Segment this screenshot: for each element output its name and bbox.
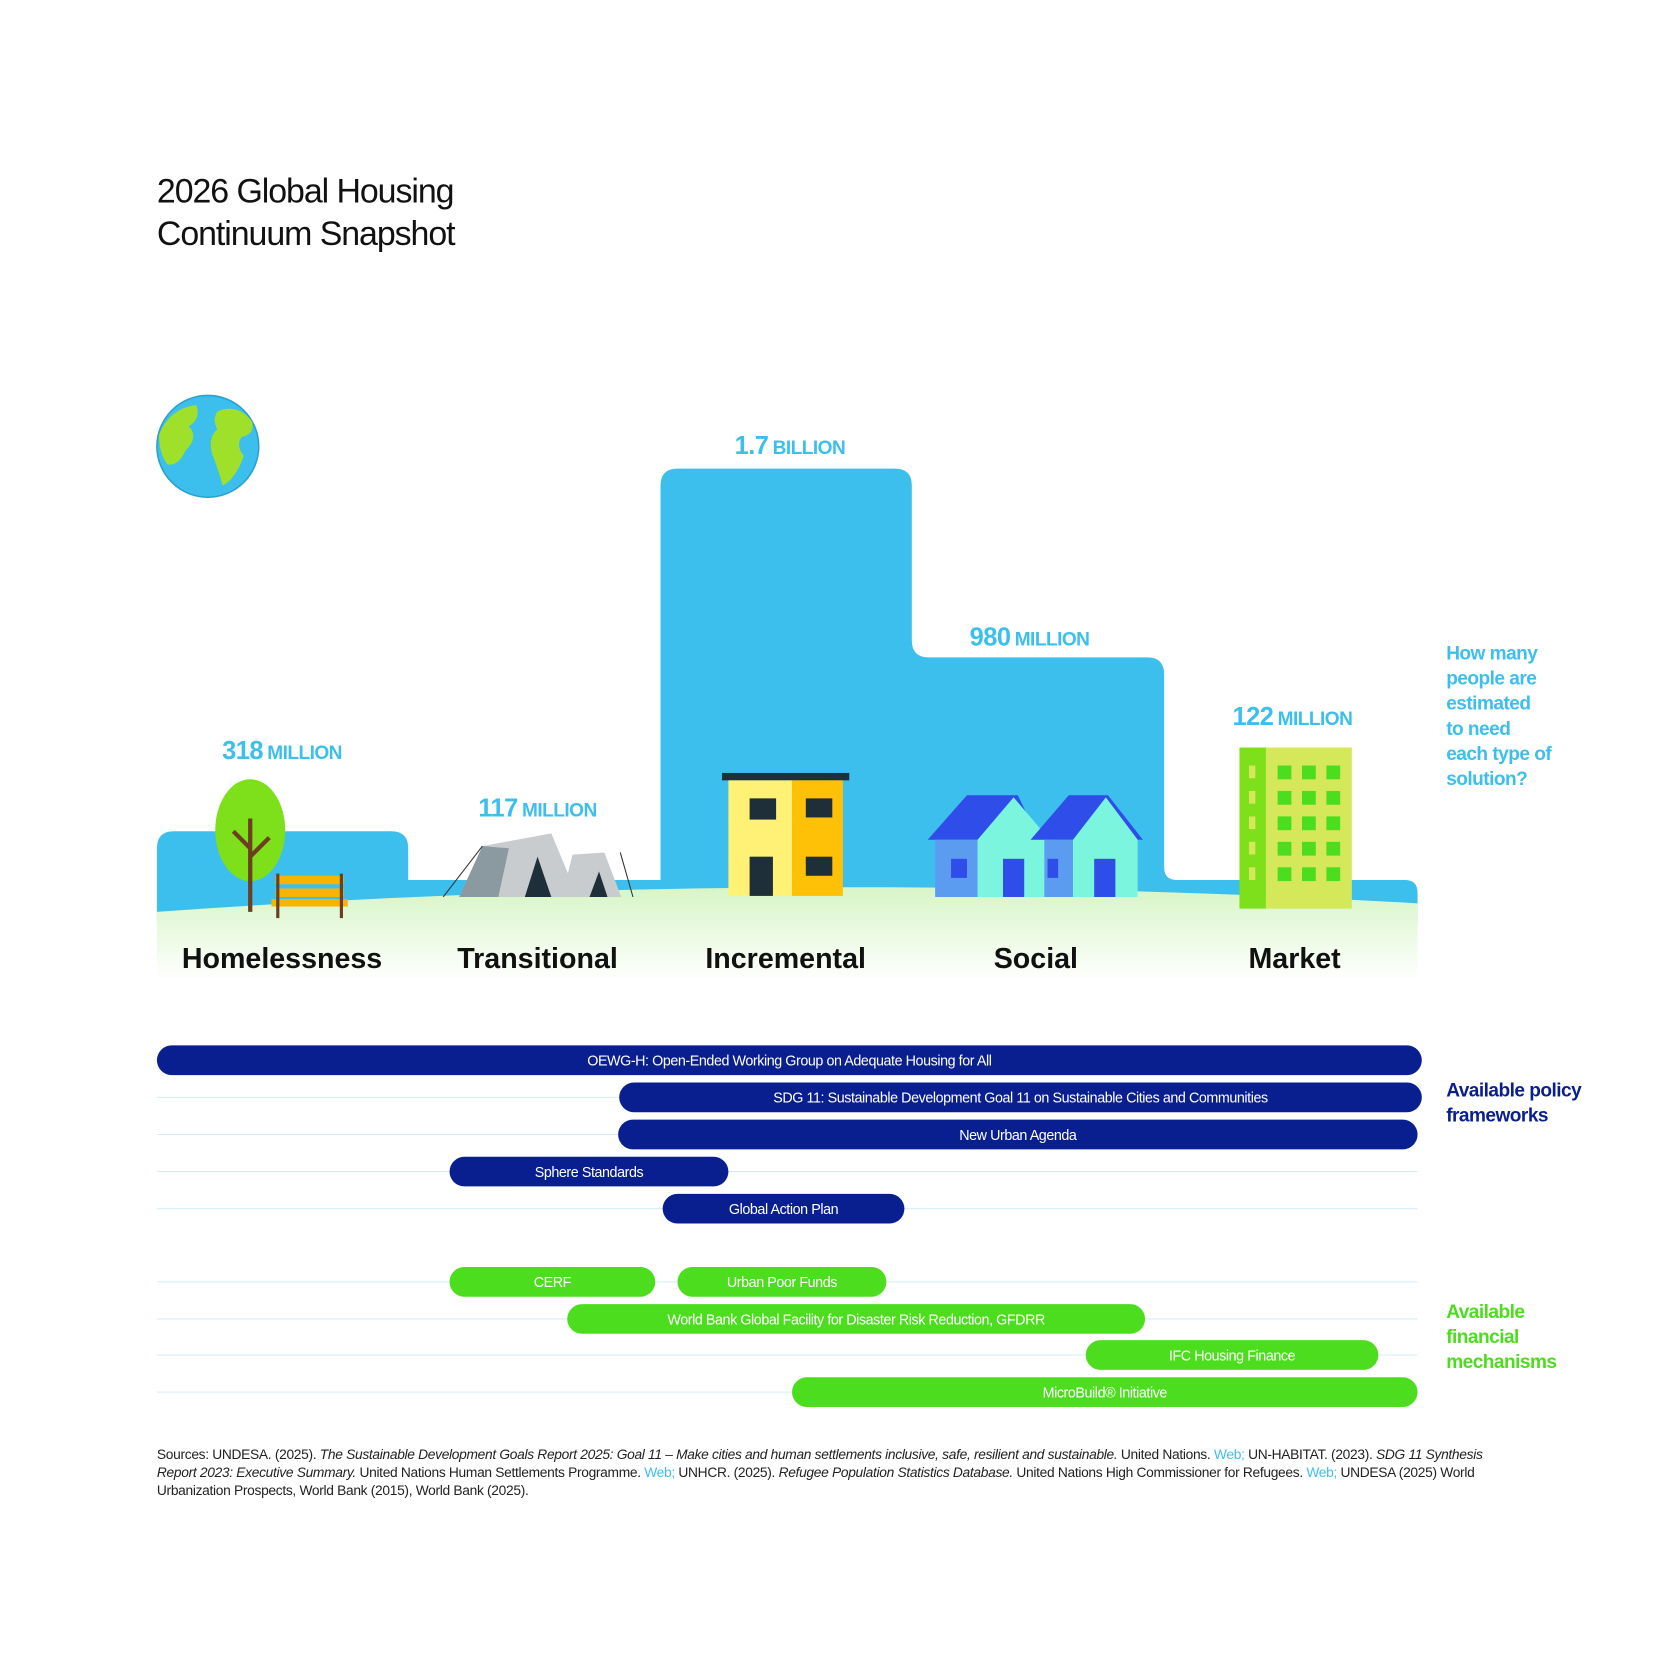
question-line: each type of	[1446, 744, 1552, 765]
source-link[interactable]: Web;	[1213, 1446, 1245, 1463]
source-text: UN-HABITAT. (2023).	[1244, 1446, 1377, 1463]
window	[1326, 841, 1341, 856]
window	[1277, 816, 1292, 831]
window	[1248, 867, 1256, 881]
source-link[interactable]: Web;	[644, 1464, 675, 1481]
amount-number: 1.7	[735, 432, 769, 460]
category-label: Incremental	[705, 943, 866, 975]
window	[1326, 765, 1341, 780]
bar	[677, 1267, 887, 1297]
source-text: United Nations High Commissioner for Ref…	[1012, 1464, 1307, 1481]
window	[1301, 816, 1316, 831]
question-line: How many	[1446, 643, 1538, 664]
source-text: United Nations.	[1117, 1446, 1214, 1463]
bar-label: Urban Poor Funds	[727, 1275, 837, 1291]
tent-icon	[442, 833, 634, 898]
section-heading: frameworks	[1446, 1105, 1548, 1126]
window	[1301, 841, 1316, 856]
bar	[662, 1193, 905, 1224]
amount-number: 117	[478, 794, 518, 822]
section-heading: Available policy	[1446, 1080, 1582, 1101]
bar-label: IFC Housing Finance	[1169, 1348, 1296, 1364]
bars: OEWG-H: Open-Ended Working Group on Adeq…	[156, 1045, 1422, 1407]
window	[1301, 867, 1316, 882]
amount-number: 122	[1233, 703, 1274, 731]
amount-number: 318	[222, 737, 263, 765]
category-label: Transitional	[457, 943, 618, 975]
source-text: United Nations Human Settlements Program…	[355, 1464, 645, 1481]
source-title: SDG 11 Synthesis Report 2023: Executive …	[156, 1446, 1483, 1481]
window	[1277, 790, 1292, 805]
amount-label: 122 MILLION	[1233, 703, 1353, 731]
window	[1277, 765, 1292, 780]
section-heading: Available	[1446, 1302, 1524, 1323]
ground	[156, 887, 1418, 981]
social-housing-icon	[927, 795, 1143, 897]
amount-number: 980	[970, 624, 1011, 652]
section-heading: financial	[1446, 1327, 1519, 1348]
window	[1248, 790, 1256, 804]
sources-text: Sources: UNDESA. (2025). The Sustainable…	[157, 1445, 1504, 1499]
bar-label: New Urban Agenda	[959, 1128, 1077, 1144]
tree-bench-icon	[215, 779, 348, 919]
source-title: Refugee Population Statistics Database.	[778, 1464, 1014, 1481]
section-heading: mechanisms	[1446, 1352, 1556, 1373]
bar	[618, 1119, 1418, 1150]
source-text: UNDESA (2025) World Urbanization Prospec…	[156, 1464, 1475, 1499]
bar-label: SDG 11: Sustainable Development Goal 11 …	[773, 1091, 1268, 1107]
window	[1326, 790, 1341, 805]
amount-unit: MILLION	[267, 743, 342, 764]
incremental-building-icon	[722, 772, 850, 896]
amount-label: 318 MILLION	[222, 737, 342, 765]
amount-label: 1.7 BILLION	[735, 432, 846, 460]
category-label: Market	[1248, 943, 1341, 975]
bar	[619, 1082, 1422, 1113]
amount-unit: BILLION	[773, 438, 846, 459]
source-title: The Sustainable Development Goals Report…	[319, 1446, 1118, 1463]
source-text: UNHCR. (2025).	[674, 1464, 779, 1481]
window	[1248, 841, 1256, 855]
amount-label: 117 MILLION	[478, 794, 596, 822]
source-link[interactable]: Web;	[1306, 1464, 1338, 1481]
window	[1301, 765, 1316, 780]
bar-label: Global Action Plan	[729, 1202, 839, 1218]
source-text: Sources: UNDESA. (2025).	[156, 1446, 320, 1463]
question-line: estimated	[1446, 694, 1530, 715]
title-line: 2026 Global Housing	[157, 173, 454, 211]
amount-unit: MILLION	[1015, 630, 1090, 651]
question-line: solution?	[1446, 769, 1527, 790]
window	[1326, 816, 1341, 831]
bar-label: MicroBuild® Initiative	[1043, 1385, 1168, 1401]
bar	[449, 1267, 656, 1297]
window	[1301, 790, 1316, 805]
question-line: to need	[1446, 719, 1510, 740]
window	[1326, 867, 1341, 882]
bar	[792, 1377, 1418, 1407]
amount-label: 980 MILLION	[970, 624, 1090, 652]
market-building-icon	[1239, 747, 1352, 909]
bar-label: World Bank Global Facility for Disaster …	[667, 1312, 1045, 1328]
bar	[156, 1045, 1422, 1076]
category-label: Homelessness	[182, 943, 382, 975]
window	[1277, 867, 1292, 882]
title-line: Continuum Snapshot	[157, 215, 456, 253]
amount-unit: MILLION	[522, 800, 597, 821]
window	[1248, 765, 1256, 779]
bar	[449, 1156, 729, 1187]
category-label: Social	[994, 943, 1078, 975]
window	[1248, 816, 1256, 830]
question-line: people are	[1446, 669, 1536, 690]
bar	[1085, 1340, 1379, 1370]
bar-label: CERF	[534, 1275, 572, 1291]
bar-label: OEWG-H: Open-Ended Working Group on Adeq…	[587, 1054, 991, 1070]
bar	[567, 1304, 1146, 1334]
window	[1277, 841, 1292, 856]
amount-unit: MILLION	[1278, 709, 1353, 730]
bar-label: Sphere Standards	[535, 1165, 644, 1181]
sources: Sources: UNDESA. (2025). The Sustainable…	[157, 1445, 1504, 1499]
globe	[156, 394, 260, 499]
